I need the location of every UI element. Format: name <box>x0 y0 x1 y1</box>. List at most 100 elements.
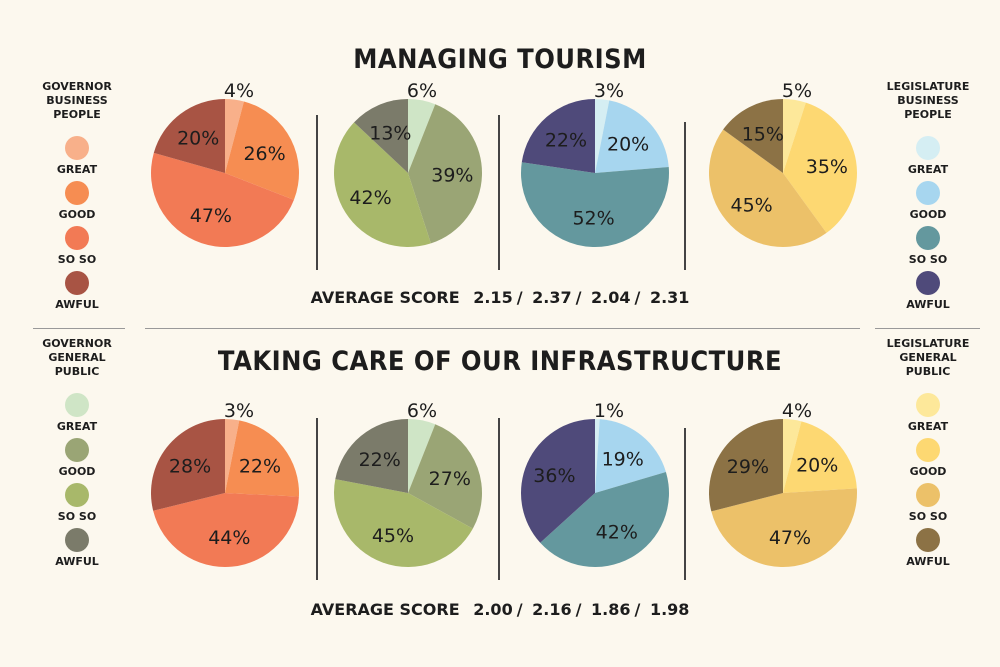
legend-title-line: LEGISLATURE <box>886 80 970 93</box>
legend-swatch <box>916 393 940 417</box>
legend-item: GREAT <box>22 393 132 438</box>
legend-swatch <box>65 393 89 417</box>
divider <box>145 328 860 329</box>
pie-slice-great <box>408 419 436 493</box>
divider <box>316 418 318 580</box>
legend-item: SO SO <box>873 483 983 528</box>
legend-label: GOOD <box>909 208 947 221</box>
pie-data-label: 45% <box>730 194 772 216</box>
pie-data-label: 29% <box>727 456 769 478</box>
pie-slice-good <box>225 101 299 200</box>
avg-label: AVERAGE SCORE <box>310 600 460 619</box>
legend-bottom-right: LEGISLATURE GENERAL PUBLIC GREAT GOOD SO SO AW… <box>873 337 983 573</box>
pie-data-label: 47% <box>769 527 811 549</box>
legend-swatch <box>916 226 940 250</box>
pie-slice-good <box>408 424 482 529</box>
legend-title-line: GOVERNOR <box>42 80 112 93</box>
avg-score: 2.04 <box>591 288 631 307</box>
pie-data-label: 42% <box>596 522 638 544</box>
avg-score: 2.31 <box>649 288 690 307</box>
divider <box>684 122 686 270</box>
pie-slice-so-so <box>709 129 827 247</box>
pie-chart: 3% 22% 44% 28% <box>151 400 299 568</box>
pie-slice-awful <box>521 419 595 543</box>
legend-swatch <box>65 226 89 250</box>
legend-swatch <box>916 528 940 552</box>
pie-slice-so-so <box>521 162 669 247</box>
avg-score: 2.16 <box>532 600 572 619</box>
pie-slice-great <box>783 419 802 493</box>
pie-data-label: 22% <box>359 449 401 471</box>
pie-slice-good <box>783 421 857 493</box>
divider <box>875 328 980 329</box>
pie-slice-good <box>225 420 299 497</box>
legend-item: GOOD <box>22 438 132 483</box>
legend-label: AWFUL <box>55 555 99 568</box>
pie-data-label: 13% <box>369 122 411 144</box>
divider <box>684 428 686 580</box>
legend-item: GREAT <box>22 136 132 181</box>
legend-swatch <box>916 271 940 295</box>
legend-swatch <box>916 136 940 160</box>
legend-item: GREAT <box>873 136 983 181</box>
legend-item: SO SO <box>22 226 132 271</box>
legend-title-line: GOVERNOR <box>42 337 112 350</box>
pie-data-label: 26% <box>243 143 285 165</box>
legend-label: AWFUL <box>906 298 950 311</box>
pie-slice-so-so <box>711 488 857 568</box>
avg-score: 1.98 <box>649 600 690 619</box>
divider <box>498 115 500 270</box>
legend-label: AWFUL <box>906 555 950 568</box>
legend-item: GOOD <box>873 438 983 483</box>
legend-label: SO SO <box>908 510 948 523</box>
legend-label: GOOD <box>909 465 947 478</box>
legend-label: GOOD <box>58 208 96 221</box>
legend-swatch <box>65 271 89 295</box>
avg-score: 2.00 <box>473 600 513 619</box>
pie-slice-so-so <box>540 471 669 567</box>
pie-data-label: 39% <box>431 164 473 186</box>
legend-label: GREAT <box>907 420 949 433</box>
avg-score: 1.86 <box>591 600 631 619</box>
legend-swatch <box>916 181 940 205</box>
legend-title-line: GENERAL <box>48 351 106 364</box>
avg-score: 2.37 <box>532 288 572 307</box>
legend-item: GREAT <box>873 393 983 438</box>
legend-title-line: PEOPLE <box>904 108 952 121</box>
pie-slice-so-so <box>334 479 473 568</box>
legend-item: AWFUL <box>873 528 983 573</box>
legend-top-right: LEGISLATURE BUSINESS PEOPLE GREAT GOOD SO SO A… <box>873 80 983 316</box>
legend-title: GOVERNOR GENERAL PUBLIC <box>22 337 132 393</box>
pie-slice-awful <box>153 99 225 173</box>
pie-data-label: 45% <box>372 525 414 547</box>
pie-data-label: 22% <box>239 456 281 478</box>
pie-slice-awful <box>709 419 783 512</box>
pie-slice-great <box>783 99 806 173</box>
legend-label: SO SO <box>908 253 948 266</box>
legend-item: AWFUL <box>22 528 132 573</box>
pie-data-label: 6% <box>407 80 437 102</box>
legend-title-line: LEGISLATURE <box>886 337 970 350</box>
legend-swatch <box>65 181 89 205</box>
pie-data-label: 20% <box>607 133 649 155</box>
pie-chart: 1% 19% 42% 36% <box>521 400 669 567</box>
legend-swatch <box>916 483 940 507</box>
pie-data-label: 44% <box>208 527 250 549</box>
pie-data-label: 1% <box>594 400 624 422</box>
pie-data-label: 3% <box>594 80 624 102</box>
legend-label: SO SO <box>57 510 97 523</box>
pie-slice-great <box>408 99 436 173</box>
pie-slice-good <box>595 419 666 493</box>
legend-bottom-left: GOVERNOR GENERAL PUBLIC GREAT GOOD SO SO AWFUL <box>22 337 132 573</box>
pie-chart: 4% 20% 47% 29% <box>709 400 857 568</box>
legend-swatch <box>65 438 89 462</box>
legend-title-line: PEOPLE <box>53 108 101 121</box>
pie-chart: 5% 35% 45% 15% <box>709 80 857 247</box>
avg-label: AVERAGE SCORE <box>310 288 460 307</box>
pie-slice-so-so <box>150 152 294 248</box>
legend-item: SO SO <box>873 226 983 271</box>
pie-data-label: 20% <box>177 128 219 150</box>
pie-slice-great <box>595 99 610 173</box>
pie-data-label: 6% <box>407 400 437 422</box>
